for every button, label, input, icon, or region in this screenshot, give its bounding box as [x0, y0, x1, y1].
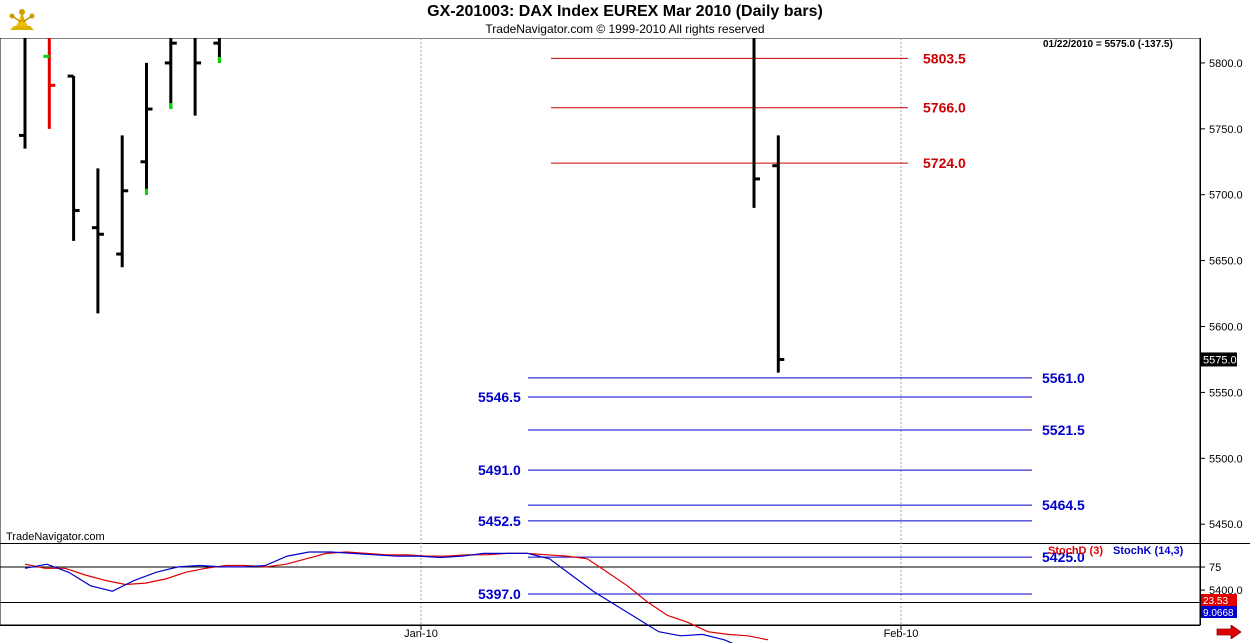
price-level-label: 5452.5	[478, 513, 521, 529]
stochk-value-label: 9.0668	[1203, 608, 1234, 619]
stochk-value-marker	[1201, 606, 1237, 618]
stoch-y-tick-label: 75	[1209, 562, 1221, 574]
y-tick-label: 5700.0	[1209, 190, 1243, 202]
y-tick-label: 5650.0	[1209, 256, 1243, 268]
price-level-label: 5491.0	[478, 462, 521, 478]
scroll-right-arrow-icon[interactable]	[1216, 625, 1242, 639]
stochd-value-label: 23.53	[1203, 596, 1228, 607]
price-level-label: 5546.5	[478, 389, 521, 405]
price-level-label: 5724.0	[923, 155, 966, 171]
y-tick-label: 5600.0	[1209, 322, 1243, 334]
price-level-label: 5766.0	[923, 100, 966, 116]
price-level-label: 5803.5	[923, 50, 966, 66]
price-level-label: 5561.0	[1042, 370, 1085, 386]
stoch-series-line	[24, 551, 734, 643]
chart-title: GX-201003: DAX Index EUREX Mar 2010 (Dai…	[427, 3, 823, 20]
x-tick-label: Jan-10	[404, 628, 438, 640]
price-level-label: 5397.0	[478, 586, 521, 602]
price-plot-frame	[0, 37, 1201, 626]
price-level-label: 5521.5	[1042, 422, 1085, 438]
last-price-marker	[1201, 352, 1237, 367]
copyright-subtitle: TradeNavigator.com © 1999-2010 All right…	[485, 22, 765, 36]
price-level-label: 5425.0	[1042, 549, 1085, 565]
stoch-series-line	[24, 551, 769, 641]
last-quote-readout: 01/22/2010 = 5575.0 (-137.5)	[1043, 39, 1173, 50]
y-tick-label: 5800.0	[1209, 58, 1243, 70]
stochd-value-marker	[1201, 594, 1237, 606]
x-tick-label: Feb-10	[884, 628, 919, 640]
last-price-label: 5575.0	[1203, 354, 1237, 366]
y-tick-label: 5450.0	[1209, 519, 1243, 531]
chart-header: GX-201003: DAX Index EUREX Mar 2010 (Dai…	[0, 0, 1250, 38]
y-tick-label: 5750.0	[1209, 124, 1243, 136]
legend-stochd: StochD (3)	[1048, 545, 1103, 557]
price-level-label: 5464.5	[1042, 497, 1085, 513]
legend-stochk: StochK (14,3)	[1113, 545, 1184, 557]
trade-navigator-logo-icon	[9, 9, 35, 30]
y-tick-label: 5500.0	[1209, 453, 1243, 465]
y-tick-label: 5550.0	[1209, 387, 1243, 399]
watermark-label: TradeNavigator.com	[6, 531, 105, 543]
